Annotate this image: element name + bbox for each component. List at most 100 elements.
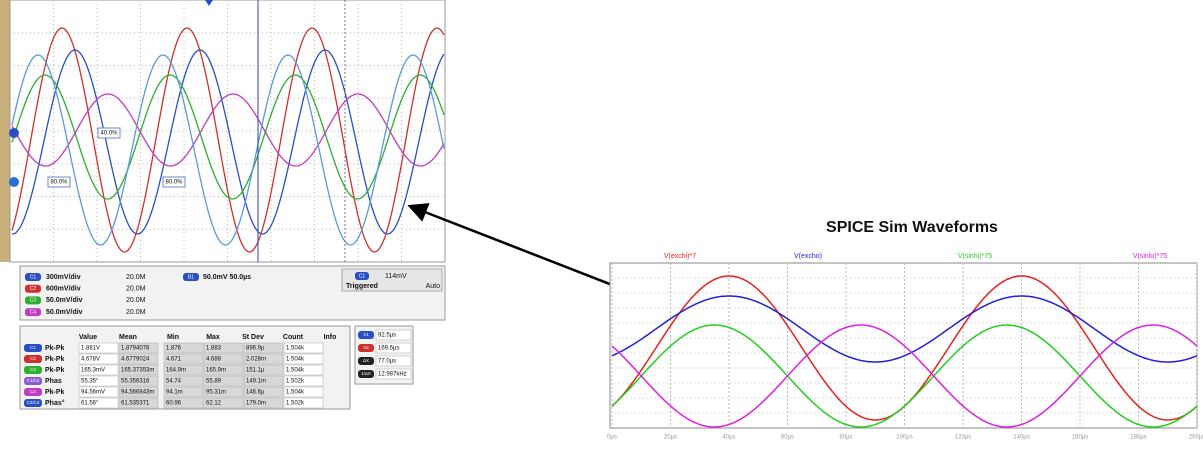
cell-text: 62.12 <box>206 401 222 407</box>
cell-text: 165.9m <box>206 368 226 374</box>
channel-bw: 20.0M <box>126 297 146 304</box>
cell-text: 1.8794078 <box>121 346 150 352</box>
cell-text: 60.96 <box>166 401 182 407</box>
row-name: Pk-Pk <box>45 389 65 396</box>
cell-text: 4.678V <box>81 357 100 363</box>
cell-text: 94.56mV <box>81 390 105 396</box>
cell-text: 55.356316 <box>121 379 150 385</box>
x-tick-label: 0µs <box>607 435 617 441</box>
cell-text: 54.74 <box>166 379 182 385</box>
channel-badge-text: C3 <box>30 298 37 304</box>
table-header: St Dev <box>242 334 264 341</box>
cell-text: 165.3mV <box>81 368 105 374</box>
timebase: 50.0mV 50.0µs <box>203 274 251 281</box>
cursor-value: 77.0µs <box>378 359 396 365</box>
cell-text: 1.504k <box>286 390 305 396</box>
cursor-value: 169.5µs <box>378 346 399 352</box>
cell-text: 55.89 <box>206 379 222 385</box>
cell-text: 55.35° <box>81 379 99 385</box>
percent-label: 80.0% <box>50 180 68 186</box>
cell-text: 1.504k <box>286 368 305 374</box>
trace-label: V(sinlo)*75 <box>1133 253 1167 260</box>
channel-bw: 20.0M <box>126 309 146 316</box>
cell-text: 1.881V <box>81 346 100 352</box>
channel-bw: 20.0M <box>126 274 146 281</box>
x-tick-label: 20µs <box>664 435 677 441</box>
row-name: Pk-Pk <box>45 356 65 363</box>
cell-text: 4.688 <box>206 357 222 363</box>
arrow <box>412 207 638 295</box>
page: 40.0% 80.0% 80.0% C1 300mV/div 20.0M C2 600mV/… <box>0 0 1203 445</box>
cursor-badge-text: 1/ΔX <box>361 371 371 376</box>
cell-text: 179.0m <box>246 401 266 407</box>
cell-text: 61.56° <box>81 401 99 407</box>
channel-badge-text: C1 <box>30 274 37 280</box>
trigger-badge-text: C1 <box>359 273 366 279</box>
channel-scale: 50.0mV/div <box>46 297 83 304</box>
x-tick-label: 80µs <box>839 435 852 441</box>
cell-text: 165.37353m <box>121 368 154 374</box>
trace-label: V(excho) <box>794 253 822 260</box>
row-name: Phas <box>45 378 62 385</box>
table-header: Max <box>206 334 220 341</box>
cell-text: 1.502k <box>286 379 305 385</box>
source-badge-text: C4 <box>30 389 36 394</box>
trace-label: V(exchi)*7 <box>664 253 696 260</box>
channel-scale: 300mV/div <box>46 274 81 281</box>
channel-badge-text: C4 <box>30 309 37 315</box>
cursor-badge-text: X2 <box>363 345 369 350</box>
cell-text: 94.566843m <box>121 390 154 396</box>
row-name: Phas° <box>45 399 65 407</box>
trigger-mode: Auto <box>426 283 441 290</box>
cursor-value: 92.5µs <box>378 333 396 339</box>
cursor-badge-text: X1 <box>363 332 369 337</box>
cell-text: 1.876 <box>166 346 182 352</box>
cell-text: 164.9m <box>166 368 186 374</box>
table-header: Min <box>167 334 179 341</box>
x-tick-label: 120µs <box>955 435 971 441</box>
cell-text: 2.028m <box>246 357 266 363</box>
x-tick-label: 140µs <box>1013 435 1029 441</box>
x-tick-label: 100µs <box>896 435 912 441</box>
x-tick-label: 200µs <box>1189 435 1203 441</box>
cell-text: 1.502k <box>286 401 305 407</box>
cell-text: 896.9µ <box>246 346 265 352</box>
percent-label: 40.0% <box>100 131 118 137</box>
row-name: Pk-Pk <box>45 367 65 374</box>
cell-text: 94.1m <box>166 390 183 396</box>
spice-title: SPICE Sim Waveforms <box>826 219 998 236</box>
source-badge-text: C3 <box>30 367 36 372</box>
channel-marker <box>9 128 19 138</box>
cell-text: 1.883 <box>206 346 222 352</box>
table-header: Info <box>324 334 337 341</box>
table-header: Mean <box>119 334 137 341</box>
source-badge-text: C1/C2 <box>27 378 40 383</box>
timebase-badge-text: B1 <box>188 274 194 280</box>
cell-text: 4.671 <box>166 357 182 363</box>
cell-text: 61.535371 <box>121 401 150 407</box>
trace-label: V(sinhi)*75 <box>958 253 992 260</box>
channel-marker <box>9 177 19 187</box>
x-tick-label: 180µs <box>1130 435 1146 441</box>
channel-badge-text: C2 <box>30 286 37 292</box>
cell-text: 1.504k <box>286 357 305 363</box>
trigger-state: Triggered <box>346 283 378 290</box>
x-tick-label: 60µs <box>781 435 794 441</box>
source-badge-text: C2 <box>30 356 36 361</box>
cursor-badge-text: ΔX <box>363 358 369 363</box>
cell-text: 1.504k <box>286 346 305 352</box>
channel-scale: 50.0mV/div <box>46 309 83 316</box>
trigger-level: 114mV <box>385 273 407 280</box>
channel-bw: 20.0M <box>126 286 146 293</box>
table-header: Count <box>283 334 304 341</box>
x-tick-label: 40µs <box>722 435 735 441</box>
row-name: Pk-Pk <box>45 345 65 352</box>
cursor-value: 12.987kHz <box>378 372 407 378</box>
percent-label: 80.0% <box>165 180 183 186</box>
source-badge-text: C1 <box>30 345 36 350</box>
scope-screen <box>10 0 445 262</box>
x-tick-label: 160µs <box>1072 435 1088 441</box>
table-header: Value <box>79 334 97 341</box>
channel-scale: 600mV/div <box>46 286 81 293</box>
cell-text: 151.1µ <box>246 368 265 374</box>
